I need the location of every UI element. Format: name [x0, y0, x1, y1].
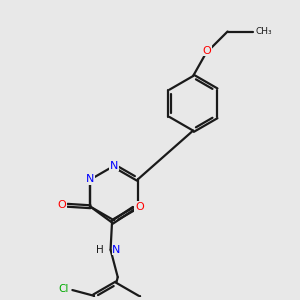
Text: H: H: [96, 245, 104, 255]
Text: N: N: [112, 245, 121, 255]
Text: Cl: Cl: [58, 284, 69, 294]
Text: N: N: [86, 174, 94, 184]
Text: O: O: [57, 200, 66, 210]
Text: O: O: [202, 46, 211, 56]
Text: O: O: [135, 202, 144, 212]
Text: CH₃: CH₃: [255, 27, 272, 36]
Text: N: N: [110, 161, 118, 171]
